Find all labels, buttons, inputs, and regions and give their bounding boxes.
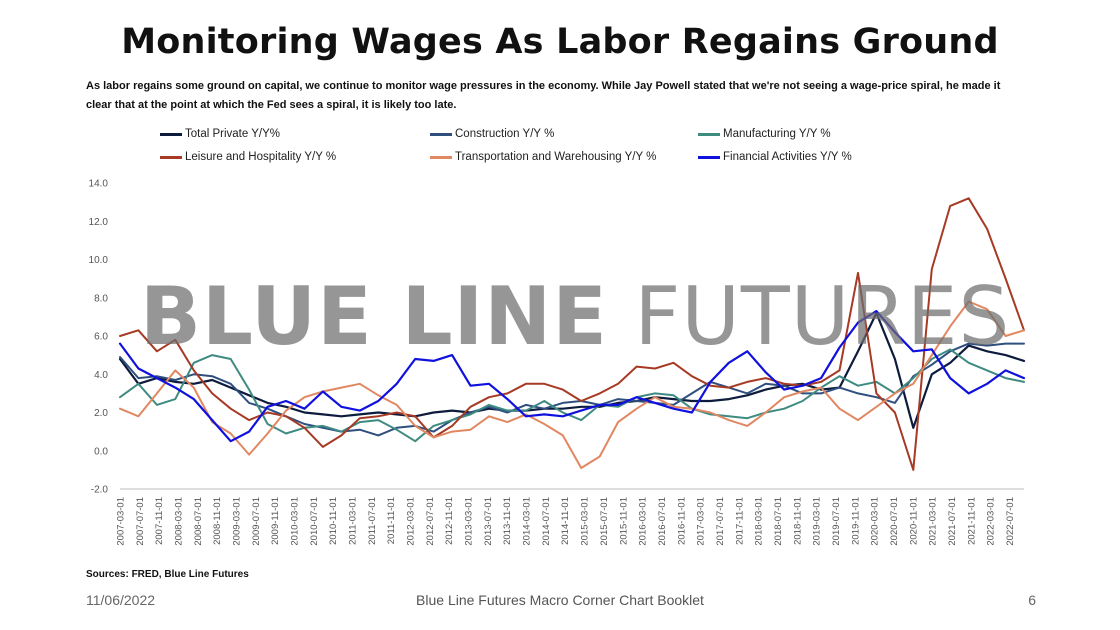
x-tick-label: 2021-03-01 — [928, 497, 939, 546]
legend-item-transportation-warehousing: Transportation and Warehousing Y/Y % — [430, 151, 656, 163]
footer-date: 11/06/2022 — [86, 592, 156, 608]
legend-label: Leisure and Hospitality Y/Y % — [185, 151, 337, 163]
x-tick-label: 2021-11-01 — [966, 497, 977, 545]
x-tick-label: 2008-03-01 — [174, 497, 185, 546]
x-tick-label: 2007-11-01 — [154, 497, 165, 545]
legend-item-leisure-hospitality: Leisure and Hospitality Y/Y % — [160, 151, 336, 163]
x-tick-label: 2019-07-01 — [831, 497, 842, 546]
x-tick-label: 2010-03-01 — [290, 497, 301, 546]
legend-swatch — [160, 132, 182, 136]
y-tick-label: 10.0 — [89, 255, 109, 266]
legend-label: Transportation and Warehousing Y/Y % — [455, 151, 657, 163]
legend-item-construction: Construction Y/Y % — [430, 128, 554, 140]
legend-label: Financial Activities Y/Y % — [723, 151, 852, 163]
legend-swatch — [160, 155, 182, 159]
x-tick-label: 2017-11-01 — [734, 497, 745, 545]
x-tick-label: 2018-03-01 — [754, 497, 765, 546]
series-line-1 — [119, 342, 1025, 437]
x-tick-label: 2008-11-01 — [212, 497, 223, 545]
x-tick-label: 2020-11-01 — [908, 497, 919, 545]
slide-subtitle: As labor regains some ground on capital,… — [86, 80, 1001, 111]
x-tick-label: 2017-03-01 — [696, 497, 707, 546]
x-tick-label: 2010-07-01 — [309, 497, 320, 546]
legend-swatch — [698, 155, 720, 159]
series-line-5 — [118, 310, 1026, 443]
x-tick-label: 2014-11-01 — [560, 497, 571, 545]
x-tick-label: 2020-03-01 — [870, 497, 881, 546]
x-tick-label: 2009-07-01 — [251, 497, 262, 546]
x-tick-label: 2018-07-01 — [773, 497, 784, 546]
x-tick-label: 2011-03-01 — [348, 497, 359, 545]
sources-note: Sources: FRED, Blue Line Futures — [86, 569, 249, 580]
x-tick-label: 2015-03-01 — [580, 497, 591, 546]
x-tick-label: 2022-03-01 — [986, 497, 997, 546]
legend-swatch — [430, 155, 452, 159]
x-tick-label: 2010-11-01 — [328, 497, 339, 545]
y-tick-label: 2.0 — [94, 408, 108, 419]
x-tick-label: 2013-07-01 — [483, 497, 494, 546]
x-tick-label: 2007-03-01 — [116, 497, 127, 546]
y-tick-label: 4.0 — [94, 370, 108, 381]
x-tick-label: 2018-11-01 — [792, 497, 803, 545]
x-tick-label: 2017-07-01 — [715, 497, 726, 546]
page-number: 6 — [1028, 592, 1036, 608]
legend-label: Manufacturing Y/Y % — [723, 128, 831, 140]
x-tick-label: 2007-07-01 — [135, 497, 146, 546]
x-tick-label: 2013-11-01 — [502, 497, 513, 545]
y-tick-label: 14.0 — [89, 179, 109, 190]
legend-item-financial-activities: Financial Activities Y/Y % — [698, 151, 852, 163]
y-tick-label: 6.0 — [94, 332, 108, 343]
series-line-4 — [119, 300, 1025, 469]
footer-booklet-title: Blue Line Futures Macro Corner Chart Boo… — [416, 592, 704, 608]
x-tick-label: 2012-03-01 — [406, 497, 417, 546]
legend-label: Total Private Y/Y% — [185, 128, 281, 140]
series-line-2 — [119, 348, 1025, 443]
x-tick-label: 2011-07-01 — [367, 497, 378, 545]
x-tick-label: 2019-03-01 — [812, 497, 823, 546]
y-tick-label: 8.0 — [94, 293, 108, 304]
y-tick-label: 0.0 — [94, 446, 108, 457]
x-tick-label: 2016-03-01 — [638, 497, 649, 546]
x-tick-label: 2008-07-01 — [193, 497, 204, 546]
legend-swatch — [430, 132, 452, 136]
x-tick-label: 2012-11-01 — [444, 497, 455, 545]
y-tick-label: -2.0 — [91, 485, 109, 496]
x-tick-label: 2022-07-01 — [1005, 497, 1016, 546]
x-tick-label: 2021-07-01 — [947, 497, 958, 546]
x-tick-label: 2014-07-01 — [541, 497, 552, 546]
chart-legend: Total Private Y/Y% Construction Y/Y % Ma… — [160, 128, 960, 172]
x-tick-label: 2011-11-01 — [386, 497, 397, 544]
x-tick-label: 2020-07-01 — [889, 497, 900, 546]
series-line-0 — [118, 312, 1026, 429]
x-tick-label: 2016-07-01 — [657, 497, 668, 546]
x-tick-label: 2013-03-01 — [464, 497, 475, 546]
x-tick-label: 2012-07-01 — [425, 497, 436, 546]
slide-title: Monitoring Wages As Labor Regains Ground — [121, 22, 999, 62]
x-tick-label: 2014-03-01 — [522, 497, 533, 546]
x-tick-label: 2009-03-01 — [232, 497, 243, 546]
legend-label: Construction Y/Y % — [455, 128, 555, 140]
legend-item-total-private: Total Private Y/Y% — [160, 128, 280, 140]
y-tick-label: 12.0 — [89, 217, 109, 228]
x-tick-label: 2009-11-01 — [270, 497, 281, 545]
legend-item-manufacturing: Manufacturing Y/Y % — [698, 128, 831, 140]
x-tick-label: 2015-11-01 — [618, 497, 629, 545]
x-tick-label: 2015-07-01 — [599, 497, 610, 546]
x-tick-label: 2019-11-01 — [850, 497, 861, 545]
legend-swatch — [698, 132, 720, 136]
series-line-3 — [119, 197, 1025, 471]
x-tick-label: 2016-11-01 — [676, 497, 687, 545]
